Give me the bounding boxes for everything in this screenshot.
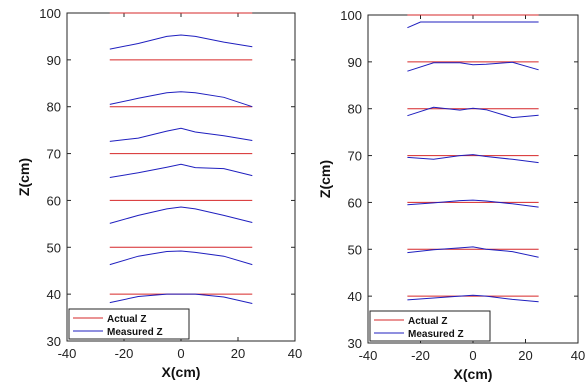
x-tick-label: 40 [288, 346, 302, 361]
measured-z-line [407, 199, 539, 208]
y-tick-label: 100 [340, 8, 362, 23]
x-tick-label: 0 [177, 346, 184, 361]
legend-label: Actual Z [408, 316, 447, 327]
measured-z-line [109, 293, 253, 304]
measured-z-line [407, 61, 539, 72]
y-tick-label: 80 [47, 100, 61, 115]
x-tick-label: 0 [469, 348, 476, 363]
measured-z-line [407, 154, 539, 164]
measured-z-line [407, 246, 539, 258]
legend-label: Measured Z [107, 327, 163, 338]
y-tick-label: 90 [348, 55, 362, 70]
measured-z-line [109, 250, 253, 266]
measured-z-line [407, 21, 539, 29]
x-axis-label: X(cm) [162, 364, 201, 380]
plot-1: 30 40 50 60 70 80 90 100 -40 -20 0 20 40 X(cm) Z(cm) Ac… [16, 6, 302, 380]
measured-z-line [109, 206, 253, 224]
x-tick-label: 20 [231, 346, 245, 361]
y-tick-label: 40 [348, 289, 362, 304]
y-tick-label: 90 [47, 53, 61, 68]
y-tick-label: 30 [47, 334, 61, 349]
x-tick-label: -20 [411, 348, 430, 363]
axes-box [66, 12, 296, 342]
x-tick-label: 40 [571, 348, 585, 363]
legend-label: Measured Z [408, 329, 464, 340]
x-axis-label: X(cm) [454, 366, 493, 382]
y-tick-label: 30 [348, 336, 362, 351]
x-tick-label: -40 [58, 346, 77, 361]
y-tick-label: 80 [348, 102, 362, 117]
measured-z-line [109, 163, 253, 178]
legend-box [68, 308, 190, 340]
measured-z-line [407, 106, 539, 119]
y-tick-label: 50 [348, 242, 362, 257]
y-tick-label: 70 [47, 147, 61, 162]
x-tick-label: 20 [518, 348, 532, 363]
y-tick-label: 100 [39, 6, 61, 21]
y-tick-label: 50 [47, 240, 61, 255]
x-tick-label: -20 [115, 346, 134, 361]
y-tick-label: 60 [348, 195, 362, 210]
y-tick-label: 40 [47, 287, 61, 302]
measured-z-line [109, 91, 253, 108]
measured-z-line [407, 294, 539, 303]
axes-box [367, 14, 579, 344]
measured-z-line [109, 34, 253, 50]
y-axis-label: Z(cm) [317, 160, 333, 198]
measured-z-line [109, 127, 253, 142]
x-tick-label: -40 [359, 348, 378, 363]
y-axis-label: Z(cm) [16, 158, 32, 196]
legend-box [369, 310, 491, 342]
y-tick-label: 70 [348, 149, 362, 164]
legend-label: Actual Z [107, 314, 146, 325]
plot-2: 30 40 50 60 70 80 90 100 -40 -20 0 20 40 X(cm) Z(cm) Ac… [317, 8, 585, 382]
y-tick-label: 60 [47, 193, 61, 208]
